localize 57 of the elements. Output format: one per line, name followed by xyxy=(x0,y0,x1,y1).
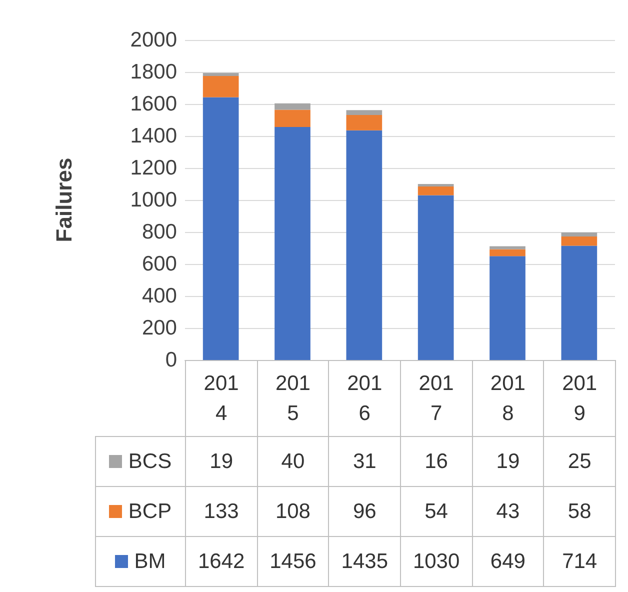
legend-label: BCP xyxy=(96,486,186,536)
bar xyxy=(274,127,310,360)
bar xyxy=(490,249,526,256)
bar xyxy=(346,130,382,360)
y-tick-label: 200 xyxy=(142,316,177,340)
data-label: 31 xyxy=(328,436,400,486)
bar xyxy=(490,256,526,360)
bar xyxy=(274,110,310,128)
y-tick-label: 400 xyxy=(142,284,177,308)
bar xyxy=(490,246,526,250)
bar xyxy=(418,184,454,187)
data-label: 1435 xyxy=(328,536,400,586)
x-tick-label: 2014 xyxy=(186,360,258,436)
data-label: 1642 xyxy=(186,536,258,586)
y-tick-label: 1000 xyxy=(130,188,177,212)
data-label: 96 xyxy=(328,486,400,536)
x-tick-label: 2016 xyxy=(328,360,400,436)
y-tick-label: 1800 xyxy=(130,60,177,84)
bar xyxy=(561,236,598,246)
data-label: 43 xyxy=(472,486,544,536)
data-label: 108 xyxy=(257,486,329,536)
bar xyxy=(202,72,239,76)
bar xyxy=(418,186,454,196)
bar xyxy=(274,103,310,110)
data-label: 16 xyxy=(400,436,472,486)
legend-label: BCS xyxy=(96,436,186,486)
data-label: 714 xyxy=(544,536,616,586)
data-label: 19 xyxy=(472,436,544,486)
y-tick-label: 0 xyxy=(165,348,177,372)
data-label: 58 xyxy=(544,486,616,536)
bar xyxy=(561,246,598,360)
bar xyxy=(346,115,382,130)
legend-label: BM xyxy=(96,536,186,586)
y-tick-label: 2000 xyxy=(130,28,177,52)
bar xyxy=(418,195,454,360)
data-label: 25 xyxy=(544,436,616,486)
bar xyxy=(202,97,239,360)
y-tick-label: 800 xyxy=(142,220,177,244)
data-label: 133 xyxy=(186,486,258,536)
data-label: 1456 xyxy=(257,536,329,586)
bar xyxy=(346,110,382,116)
bar xyxy=(202,76,239,98)
y-tick-label: 1400 xyxy=(130,124,177,148)
data-label: 649 xyxy=(472,536,544,586)
y-axis-title: Failures xyxy=(52,158,76,242)
data-label: 40 xyxy=(257,436,329,486)
data-label: 1030 xyxy=(400,536,472,586)
bar xyxy=(561,232,598,236)
x-tick-label: 2015 xyxy=(257,360,329,436)
y-tick-label: 1200 xyxy=(130,156,177,180)
x-tick-label: 2019 xyxy=(544,360,616,436)
x-tick-label: 2018 xyxy=(472,360,544,436)
data-label: 54 xyxy=(400,486,472,536)
data-label: 19 xyxy=(186,436,258,486)
y-tick-label: 1600 xyxy=(130,92,177,116)
y-tick-label: 600 xyxy=(142,252,177,276)
x-tick-label: 2017 xyxy=(400,360,472,436)
